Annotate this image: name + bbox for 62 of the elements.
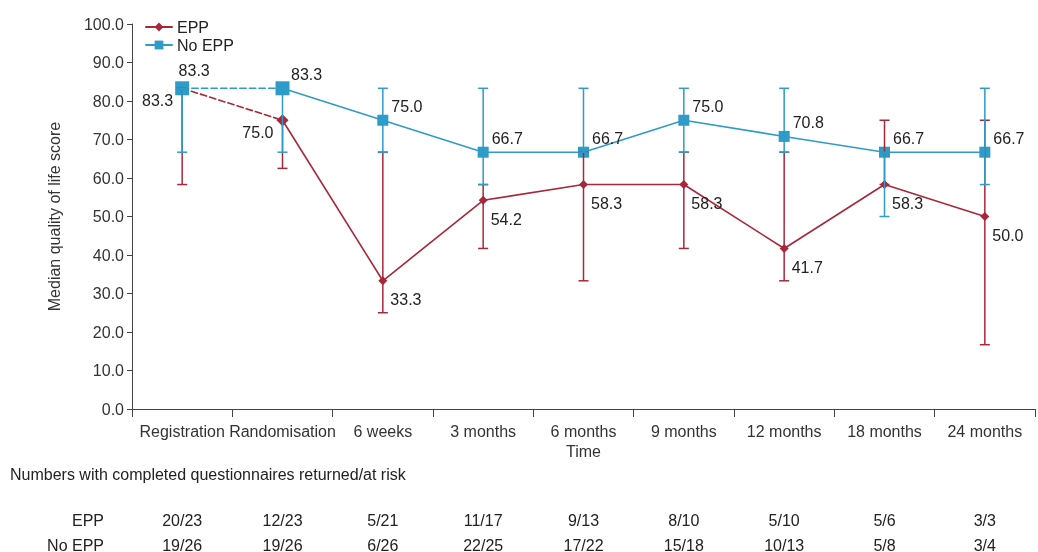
text: 5/21 bbox=[367, 511, 399, 529]
text: 3/3 bbox=[973, 511, 997, 529]
y-tick-label: 0.0 bbox=[101, 400, 125, 418]
x-tick-label: Registration bbox=[139, 422, 225, 440]
data-label: 50.0 bbox=[992, 227, 1024, 244]
data-label: 70.8 bbox=[792, 113, 824, 131]
x-axis-title: Time bbox=[566, 443, 602, 461]
data-label: 54.2 bbox=[490, 210, 522, 228]
x-tick-label: 9 months bbox=[650, 422, 717, 440]
data-label: 33.3 bbox=[390, 291, 422, 309]
data-label: 83.3 bbox=[142, 91, 174, 109]
text: 5/10 bbox=[768, 511, 800, 529]
y-tick-label: 100.0 bbox=[83, 15, 125, 33]
data-label: 75.0 bbox=[391, 97, 423, 115]
data-label: 83.3 bbox=[178, 61, 210, 79]
text: 19/26 bbox=[262, 536, 303, 552]
y-axis-title: Median quality of life score bbox=[45, 121, 63, 312]
data-label: 75.0 bbox=[692, 97, 724, 115]
text: 11/17 bbox=[463, 511, 503, 529]
x-tick-label: 12 months bbox=[746, 422, 822, 440]
x-tick-label: 24 months bbox=[947, 422, 1023, 440]
x-tick-label: 3 months bbox=[450, 422, 517, 440]
text: 3/4 bbox=[973, 536, 997, 552]
y-tick-label: 40.0 bbox=[92, 246, 125, 264]
y-tick-label: 20.0 bbox=[92, 323, 125, 341]
data-label: 58.3 bbox=[591, 195, 623, 213]
data-label: 66.7 bbox=[993, 129, 1025, 147]
x-tick-label: 6 weeks bbox=[353, 422, 413, 440]
text: EPP bbox=[71, 511, 104, 529]
data-label: 66.7 bbox=[893, 129, 925, 147]
text: 5/8 bbox=[873, 536, 896, 552]
legend-label: No EPP bbox=[177, 36, 234, 54]
y-tick-label: 70.0 bbox=[92, 131, 125, 148]
data-label: 58.3 bbox=[892, 195, 924, 213]
text: Numbers with completed questionnaires returned/at risk bbox=[10, 465, 407, 483]
y-tick-label: 60.0 bbox=[92, 169, 125, 187]
text: 22/25 bbox=[463, 536, 504, 552]
text: 17/22 bbox=[563, 536, 604, 552]
y-tick-label: 80.0 bbox=[92, 92, 125, 110]
text: 20/23 bbox=[162, 511, 203, 529]
text: 10/13 bbox=[764, 536, 805, 552]
data-label: 66.7 bbox=[592, 129, 624, 147]
text: 9/13 bbox=[567, 511, 600, 529]
data-label: 41.7 bbox=[791, 258, 823, 276]
text: 5/6 bbox=[873, 511, 896, 529]
y-tick-label: 30.0 bbox=[92, 285, 125, 302]
y-tick-label: 10.0 bbox=[92, 362, 125, 379]
text: 19/26 bbox=[162, 536, 203, 552]
data-label: 75.0 bbox=[242, 123, 274, 141]
text: 8/10 bbox=[668, 511, 700, 529]
legend-label: EPP bbox=[177, 18, 210, 36]
y-tick-label: 90.0 bbox=[92, 54, 125, 71]
text: No EPP bbox=[47, 536, 104, 552]
x-tick-label: 18 months bbox=[847, 422, 922, 440]
text: 12/23 bbox=[262, 511, 303, 529]
y-tick-label: 50.0 bbox=[92, 208, 125, 225]
data-label: 66.7 bbox=[491, 129, 523, 147]
data-label: 83.3 bbox=[291, 65, 323, 83]
text: 15/18 bbox=[663, 536, 704, 552]
x-tick-label: 6 months bbox=[550, 422, 617, 440]
x-tick-label: Randomisation bbox=[229, 422, 336, 440]
text: 6/26 bbox=[367, 536, 399, 552]
